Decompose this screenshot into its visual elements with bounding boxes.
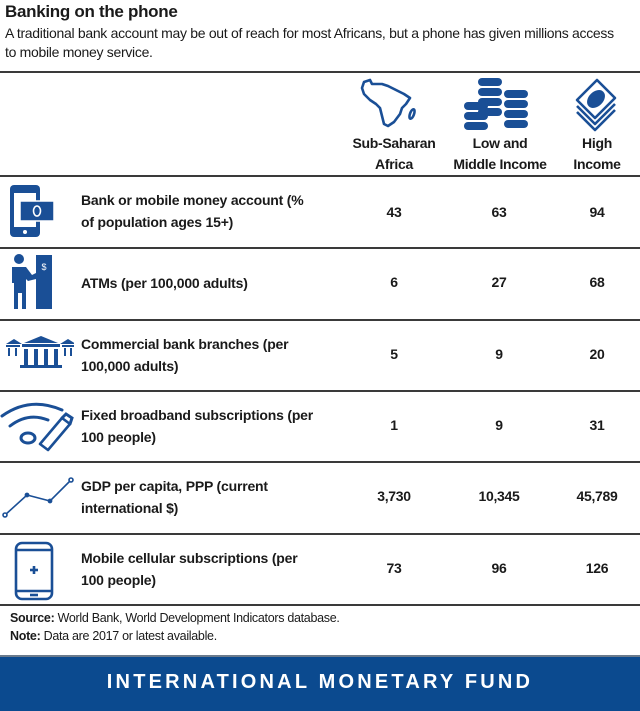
divider bbox=[0, 175, 640, 177]
cell-high-income: 45,789 bbox=[576, 488, 618, 504]
imf-banner: INTERNATIONAL MONETARY FUND bbox=[0, 655, 640, 711]
cell-sub-saharan-africa: 1 bbox=[390, 417, 398, 433]
divider bbox=[0, 461, 640, 463]
cell-high-income: 68 bbox=[589, 274, 605, 290]
cell-low-middle-income: 96 bbox=[491, 560, 507, 576]
atm-user-icon: $ bbox=[8, 253, 54, 316]
table-row: GDP per capita, PPP (current internation… bbox=[0, 463, 640, 533]
table-row: Commercial bank branches (per 100,000 ad… bbox=[0, 321, 640, 391]
data-note: Note: Data are 2017 or latest available. bbox=[10, 629, 217, 643]
divider bbox=[0, 533, 640, 535]
row-label: Mobile cellular subscriptions (per 100 p… bbox=[81, 550, 298, 588]
cell-low-middle-income: 9 bbox=[495, 346, 503, 362]
table-row: Fixed broadband subscriptions (per 100 p… bbox=[0, 392, 640, 462]
page-title: Banking on the phone bbox=[5, 2, 178, 21]
line-trend-icon bbox=[2, 477, 74, 526]
cell-sub-saharan-africa: 5 bbox=[390, 346, 398, 362]
source-note: Source: World Bank, World Development In… bbox=[10, 611, 340, 625]
africa-map-icon bbox=[358, 76, 424, 137]
table-row: Mobile cellular subscriptions (per 100 p… bbox=[0, 535, 640, 605]
wifi-cable-icon bbox=[0, 396, 76, 457]
divider bbox=[0, 604, 640, 606]
cell-sub-saharan-africa: 43 bbox=[386, 204, 402, 220]
mobile-phone-icon bbox=[14, 541, 54, 606]
cell-high-income: 94 bbox=[589, 204, 605, 220]
mobile-money-icon bbox=[4, 183, 60, 244]
cell-sub-saharan-africa: 6 bbox=[390, 274, 398, 290]
cell-high-income: 126 bbox=[585, 560, 609, 576]
divider bbox=[0, 71, 640, 73]
cell-sub-saharan-africa: 3,730 bbox=[377, 488, 411, 504]
row-label: ATMs (per 100,000 adults) bbox=[81, 275, 248, 291]
cell-low-middle-income: 27 bbox=[491, 274, 507, 290]
cell-low-middle-income: 9 bbox=[495, 417, 503, 433]
row-label: Commercial bank branches (per 100,000 ad… bbox=[81, 336, 289, 374]
bank-building-icon bbox=[4, 333, 76, 374]
page-subtitle: A traditional bank account may be out of… bbox=[5, 25, 614, 60]
row-label: GDP per capita, PPP (current internation… bbox=[81, 478, 268, 516]
table-row: Bank or mobile money account (% of popul… bbox=[0, 177, 640, 247]
svg-text:$: $ bbox=[41, 262, 46, 272]
column-header-low-middle-income: Low and Middle Income bbox=[453, 135, 547, 172]
cell-high-income: 31 bbox=[589, 417, 605, 433]
divider bbox=[0, 319, 640, 321]
column-header-high-income: High Income bbox=[573, 135, 621, 172]
imf-logo-text: INTERNATIONAL MONETARY FUND bbox=[106, 671, 534, 693]
cell-sub-saharan-africa: 73 bbox=[386, 560, 402, 576]
column-header-sub-saharan-africa: Sub-Saharan Africa bbox=[352, 135, 436, 172]
coin-stacks-icon bbox=[462, 76, 532, 137]
cell-low-middle-income: 63 bbox=[491, 204, 507, 220]
cash-stack-icon bbox=[573, 76, 619, 137]
cell-low-middle-income: 10,345 bbox=[478, 488, 520, 504]
divider bbox=[0, 390, 640, 392]
row-label: Bank or mobile money account (% of popul… bbox=[81, 192, 304, 230]
divider bbox=[0, 247, 640, 249]
row-label: Fixed broadband subscriptions (per 100 p… bbox=[81, 407, 314, 445]
table-row: $ ATMs (per 100,000 adults) 6 27 68 bbox=[0, 249, 640, 319]
cell-high-income: 20 bbox=[589, 346, 605, 362]
